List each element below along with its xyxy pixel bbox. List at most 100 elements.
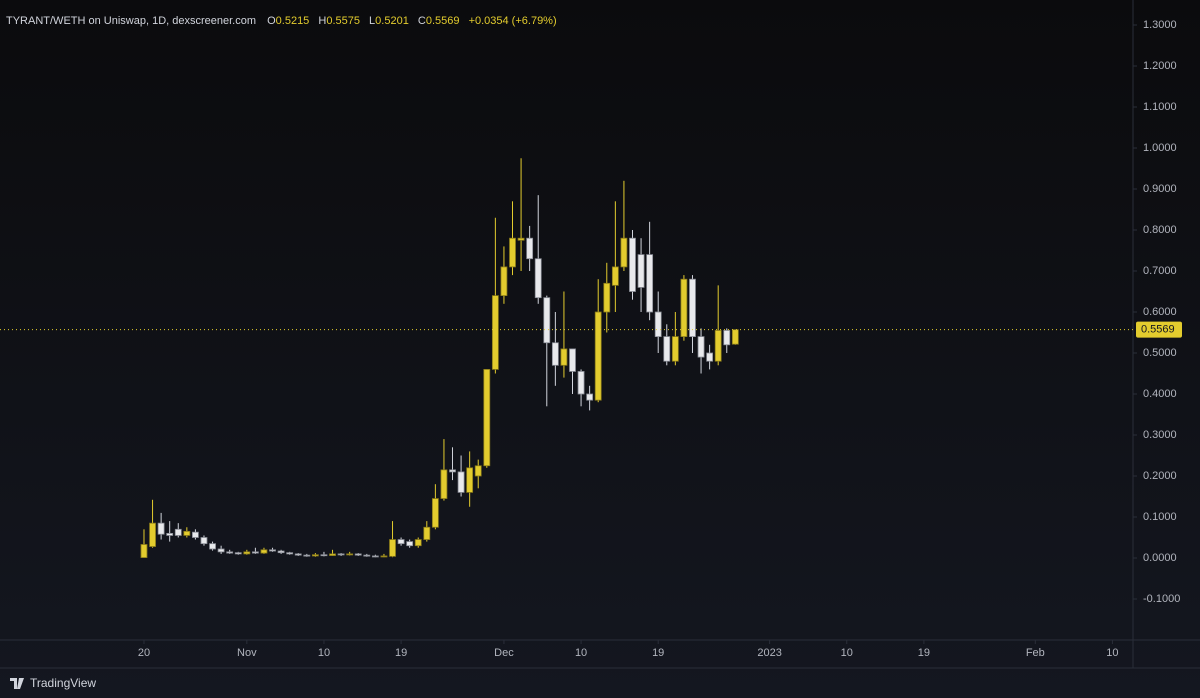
candle-body <box>192 531 199 538</box>
ohlc-value: 0.5201 <box>375 15 409 27</box>
candle-body <box>611 266 619 286</box>
candle-body <box>406 541 414 547</box>
candle-body <box>560 348 568 366</box>
x-tick-label: 10 <box>1106 647 1118 659</box>
candle-body <box>346 553 354 556</box>
candle-body <box>311 554 319 557</box>
candle-body <box>723 330 731 346</box>
candle-body <box>303 554 311 557</box>
x-tick-label: Nov <box>237 647 257 659</box>
candle-body <box>431 498 439 528</box>
candle-body <box>620 237 628 268</box>
candle-body <box>277 550 285 554</box>
x-tick-label: Dec <box>494 647 514 659</box>
y-tick-label: 0.5000 <box>1143 347 1177 359</box>
candle-body <box>474 465 482 477</box>
y-tick-label: 1.1000 <box>1143 101 1177 113</box>
ohlc-key: H <box>318 15 327 27</box>
ohlc-key: C <box>417 15 426 27</box>
candle-body <box>689 278 696 338</box>
change: +0.0354 (+6.79%) <box>468 15 557 27</box>
y-tick-label: 0.2000 <box>1143 470 1177 482</box>
candle-body <box>534 258 542 299</box>
ohlc-key: O <box>267 15 276 27</box>
candle-body <box>243 551 251 555</box>
candle-body <box>337 553 345 556</box>
logo <box>10 678 24 689</box>
y-tick-label: 0.4000 <box>1143 388 1177 400</box>
last-price-label: 0.5569 <box>1141 324 1175 336</box>
candle-body <box>251 551 259 554</box>
candle-body <box>217 548 225 553</box>
candle-body <box>389 539 396 557</box>
y-tick-label: 0.1000 <box>1143 511 1177 523</box>
candle-body <box>329 553 336 556</box>
candle-body <box>509 237 516 268</box>
ohlc-value: 0.5575 <box>326 15 360 27</box>
candle-body <box>646 254 654 313</box>
candle-body <box>286 552 294 555</box>
x-tick-label: 19 <box>918 647 930 659</box>
candle-body <box>140 544 148 558</box>
candle-body <box>697 336 705 358</box>
candle-body <box>449 469 456 473</box>
candle-body <box>577 371 585 395</box>
candle-body <box>183 530 191 536</box>
candle-body <box>637 254 645 288</box>
candle-body <box>543 297 551 344</box>
candle-body <box>500 266 508 297</box>
y-tick-label: 0.9000 <box>1143 183 1177 195</box>
x-tick-label: 19 <box>395 647 407 659</box>
ohlc-key: L <box>369 15 376 27</box>
legend: TYRANT/WETH on Uniswap, 1D, dexscreener.… <box>6 15 563 27</box>
candle-body <box>354 553 362 556</box>
symbol-title: TYRANT/WETH on Uniswap, 1D, dexscreener.… <box>6 15 257 27</box>
candle-body <box>234 552 242 555</box>
candle-body <box>671 336 679 362</box>
x-tick-label: 20 <box>138 647 150 659</box>
candle-body <box>569 348 576 372</box>
candle-body <box>157 522 165 535</box>
candle-body <box>457 471 465 493</box>
candle-body <box>209 543 216 550</box>
candle-body <box>423 526 431 540</box>
x-tick-label: 10 <box>318 647 330 659</box>
y-tick-label: 0.0000 <box>1143 552 1177 564</box>
brand[interactable]: TradingView <box>30 676 97 690</box>
ohlc-value: 0.5569 <box>425 15 460 27</box>
candle-body <box>663 336 671 362</box>
x-tick-label: Feb <box>1026 647 1045 659</box>
candle-body <box>149 522 156 547</box>
y-tick-label: 1.3000 <box>1143 19 1177 31</box>
candle-body <box>320 554 328 557</box>
candle-body <box>491 295 499 370</box>
candle-body <box>166 533 174 536</box>
candle-body <box>526 237 534 260</box>
candle-body <box>466 467 474 493</box>
candle-body <box>603 282 611 313</box>
candle-body <box>200 537 208 545</box>
y-tick-label: 0.8000 <box>1143 224 1177 236</box>
candle-body <box>380 555 388 558</box>
candle-body <box>371 555 379 558</box>
candle-body <box>629 237 636 292</box>
candle-body <box>551 342 559 366</box>
y-tick-label: 0.3000 <box>1143 429 1177 441</box>
candle-body <box>483 369 491 467</box>
candle-body <box>363 554 371 557</box>
x-tick-label: 19 <box>652 647 664 659</box>
y-tick-label: -0.1000 <box>1143 593 1180 605</box>
x-tick-label: 2023 <box>757 647 781 659</box>
candle-body <box>714 330 722 362</box>
candle-body <box>731 329 739 345</box>
candle-body <box>517 237 525 241</box>
candle-body <box>414 539 422 547</box>
ohlc-value: 0.5215 <box>275 15 310 27</box>
candle-body <box>440 469 448 499</box>
x-tick-label: 10 <box>841 647 853 659</box>
last-price-tag <box>1136 321 1182 338</box>
candle-body <box>260 549 268 554</box>
y-tick-label: 1.0000 <box>1143 142 1177 154</box>
